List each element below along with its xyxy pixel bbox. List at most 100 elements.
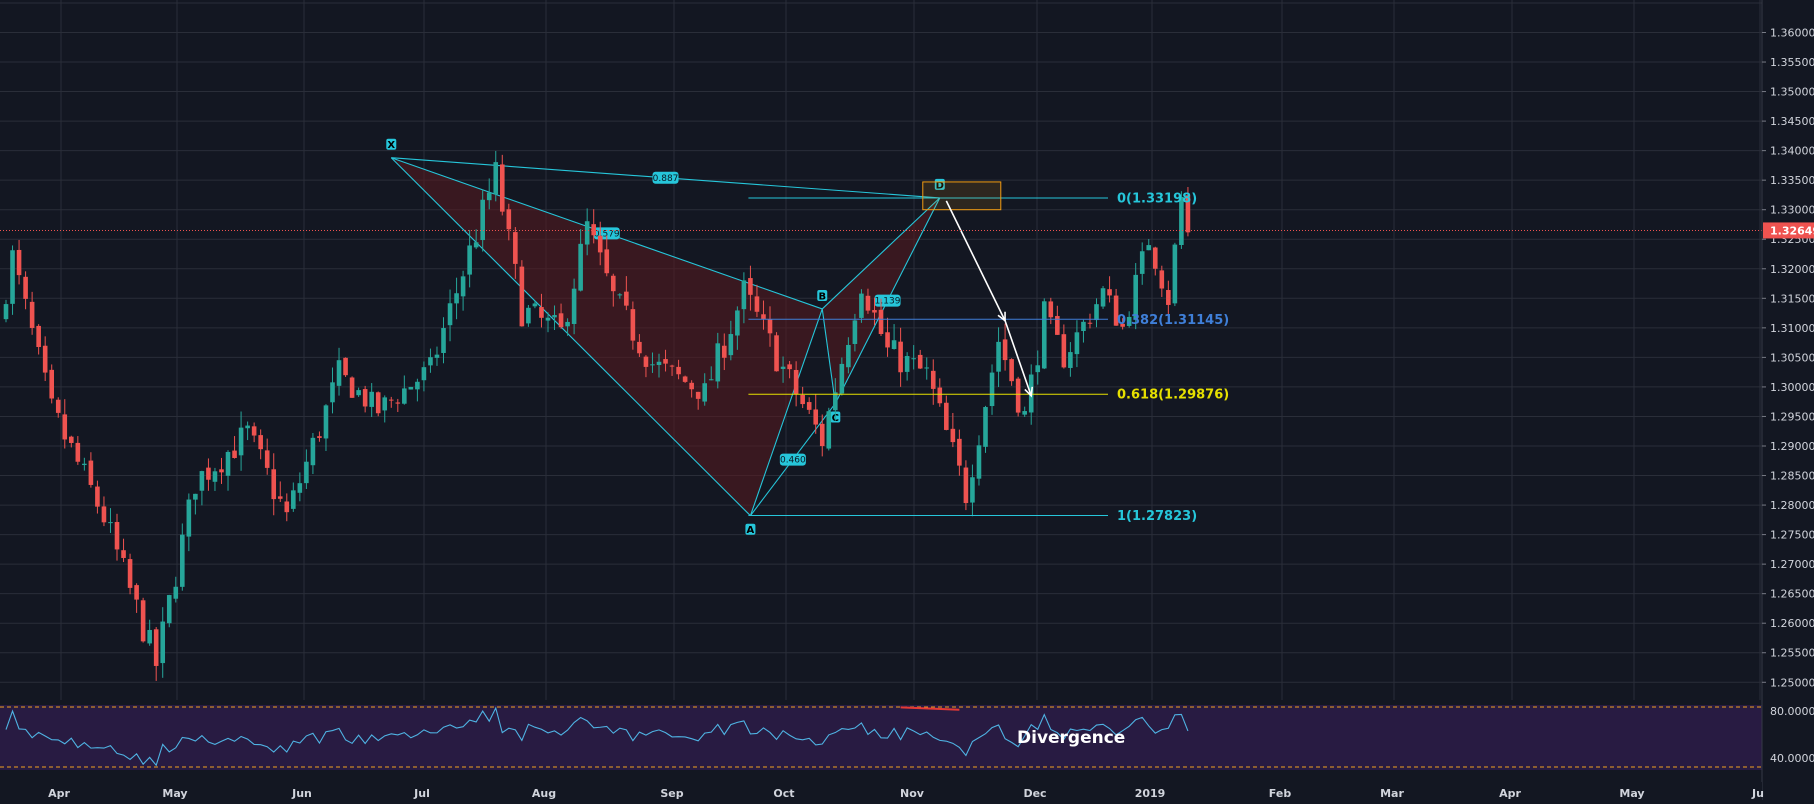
candle-body xyxy=(408,386,414,390)
candle-body xyxy=(88,460,94,485)
pattern-point-label: X xyxy=(387,140,395,151)
grid xyxy=(0,0,1762,700)
candle-body xyxy=(264,450,270,468)
candle-body xyxy=(75,442,81,462)
pattern-point-badge[interactable] xyxy=(817,289,828,301)
candle-body xyxy=(219,469,224,473)
candle-body xyxy=(460,276,466,297)
price-tick-label: 1.29000 xyxy=(1770,440,1814,453)
time-tick-label: Aug xyxy=(532,787,556,800)
candle-body xyxy=(434,354,440,358)
candle-body xyxy=(643,356,649,367)
oscillator-pane[interactable]: Divergence xyxy=(0,705,1762,770)
price-tick-label: 1.25500 xyxy=(1770,647,1814,660)
price-tick-label: 1.36000 xyxy=(1770,26,1814,39)
candle-body xyxy=(558,313,564,328)
pattern-ratio-badge[interactable] xyxy=(652,171,679,184)
candle-body xyxy=(702,383,708,402)
pattern-leg-xa[interactable] xyxy=(390,157,751,517)
candle-body xyxy=(878,309,884,335)
candle-body xyxy=(1055,316,1060,335)
price-tick-label: 1.35000 xyxy=(1770,86,1814,99)
candle-body xyxy=(663,359,668,364)
pattern-point-badge[interactable] xyxy=(745,523,756,535)
time-tick-label: Apr xyxy=(48,787,70,800)
candle-body xyxy=(1061,334,1067,368)
pattern-point-badge[interactable] xyxy=(386,138,397,150)
candle-body xyxy=(173,586,179,599)
candle-body xyxy=(806,402,812,410)
candle-body xyxy=(656,361,662,365)
candle-body xyxy=(343,357,348,376)
candle-body xyxy=(976,445,982,479)
fibonacci-levels[interactable]: 0(1.33198) 0.382(1.31145) 0.618(1.29876) 1(… xyxy=(748,192,1229,525)
candle-body xyxy=(950,428,956,443)
price-tick-label: 1.27000 xyxy=(1770,558,1814,571)
candle-body xyxy=(676,366,681,375)
candle-body xyxy=(108,522,113,524)
candle-body xyxy=(565,321,570,327)
time-tick-label: May xyxy=(162,787,187,800)
candle-body xyxy=(225,451,231,476)
candle-body xyxy=(1159,270,1165,289)
candle-body xyxy=(787,364,792,370)
candle-body xyxy=(1087,322,1093,324)
oscillator-line[interactable] xyxy=(5,706,1189,767)
pattern-leg-bd[interactable] xyxy=(821,197,941,310)
candle-body xyxy=(1009,359,1014,382)
candle-body xyxy=(499,164,505,212)
candle-body xyxy=(1126,316,1132,326)
candle-body xyxy=(29,301,35,328)
annotations[interactable] xyxy=(0,181,1762,398)
price-tick-label: 1.31000 xyxy=(1770,322,1814,335)
price-tick-label: 1.32000 xyxy=(1770,263,1814,276)
candle-body xyxy=(402,388,407,404)
candle-body xyxy=(140,600,146,642)
candle-body xyxy=(833,392,838,411)
candle-body xyxy=(1081,321,1086,331)
candle-body xyxy=(493,162,499,195)
candle-body xyxy=(865,295,871,311)
price-tick-label: 1.33000 xyxy=(1770,204,1814,217)
projection-arrow-2[interactable] xyxy=(1004,320,1032,397)
time-tick-label: Nov xyxy=(900,787,925,800)
candle-body xyxy=(82,463,87,466)
candle-body xyxy=(395,402,401,404)
pattern-leg-ab[interactable] xyxy=(749,308,823,516)
time-tick-label: Feb xyxy=(1269,787,1292,800)
candle-body xyxy=(970,477,975,503)
candle-body xyxy=(695,391,701,399)
time-tick-label: May xyxy=(1619,787,1644,800)
prz-box[interactable] xyxy=(922,181,1002,211)
candle-body xyxy=(1172,244,1178,304)
candle-body xyxy=(1068,352,1073,368)
candle-body xyxy=(388,399,394,401)
time-tick-label: Mar xyxy=(1380,787,1404,800)
divergence-line[interactable] xyxy=(900,706,960,711)
candle-body xyxy=(441,328,446,354)
candle-body xyxy=(153,629,159,666)
candle-body xyxy=(147,629,152,644)
oscillator-tick-label: 40.0000 xyxy=(1770,752,1814,765)
price-tick-label: 1.26000 xyxy=(1770,617,1814,630)
pattern-triangle-xab[interactable] xyxy=(391,157,823,516)
candle-body xyxy=(310,437,316,466)
projection-arrow-1[interactable] xyxy=(945,200,1006,322)
candle-body xyxy=(904,356,910,372)
candle-body xyxy=(957,438,962,466)
candle-body xyxy=(369,391,374,407)
candle-body xyxy=(1146,245,1152,251)
pattern-leg-bc[interactable] xyxy=(821,308,836,404)
candle-body xyxy=(728,334,734,356)
candle-body xyxy=(1133,274,1138,320)
time-tick-label: Jul xyxy=(413,787,430,800)
pattern-ratio-badge[interactable] xyxy=(779,453,806,466)
candle-body xyxy=(911,358,916,360)
current-price-tag[interactable] xyxy=(1763,222,1814,239)
candle-body xyxy=(513,232,518,264)
candle-body xyxy=(238,427,244,456)
candle-body xyxy=(258,435,263,450)
